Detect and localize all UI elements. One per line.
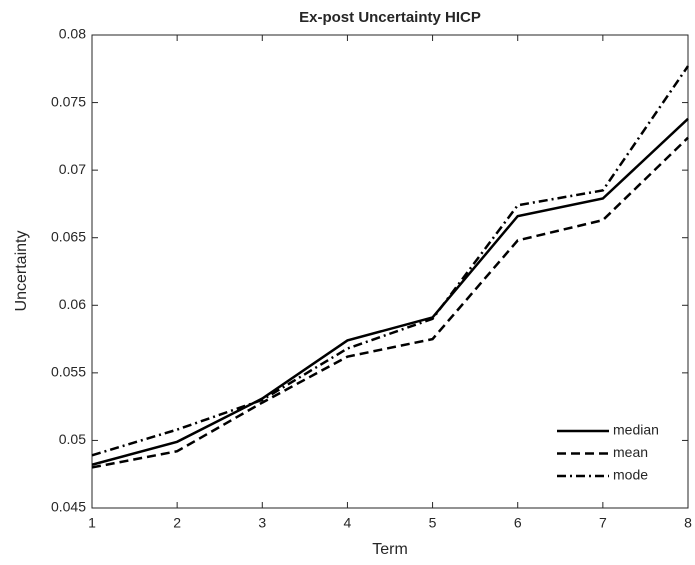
x-tick-label: 5	[429, 515, 437, 531]
y-tick-label: 0.08	[59, 26, 86, 42]
series-line	[91, 117, 689, 466]
y-tick-label: 0.055	[51, 364, 86, 380]
x-tick-label: 1	[88, 515, 96, 531]
legend-label: mean	[613, 444, 648, 460]
legend-label: median	[613, 422, 659, 438]
y-axis-label: Uncertainty	[13, 231, 30, 312]
x-tick-label: 4	[344, 515, 352, 531]
y-tick-label: 0.075	[51, 93, 86, 109]
y-tick-label: 0.06	[59, 296, 86, 312]
chart-title: Ex-post Uncertainty HICP	[299, 9, 481, 26]
y-tick-label: 0.05	[59, 431, 86, 447]
x-tick-label: 7	[599, 515, 607, 531]
x-tick-label: 2	[173, 515, 181, 531]
x-tick-label: 3	[258, 515, 266, 531]
y-tick-label: 0.07	[59, 161, 86, 177]
series-line	[91, 136, 689, 469]
plot-area	[91, 34, 689, 509]
y-tick-label: 0.045	[51, 499, 86, 515]
x-tick-label: 8	[684, 515, 692, 531]
x-axis-label: Term	[372, 541, 408, 558]
legend-label: mode	[613, 467, 648, 483]
x-tick-label: 6	[514, 515, 522, 531]
y-tick-label: 0.065	[51, 228, 86, 244]
series-line	[91, 65, 690, 457]
